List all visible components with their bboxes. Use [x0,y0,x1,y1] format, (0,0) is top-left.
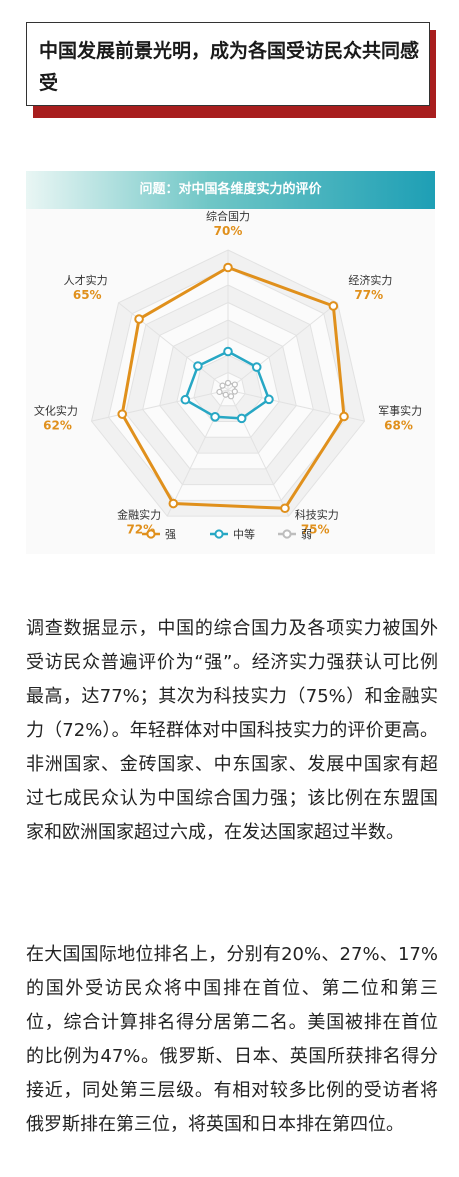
radar-spoke [227,389,290,517]
radar-point [328,301,339,311]
radar-point [168,498,179,509]
radar-spoke [91,389,229,422]
radar-point [224,379,232,387]
radar-axis-label: 军事实力 [378,403,422,417]
radar-point [227,393,235,400]
radar-axis-label: 科技实力 [295,508,339,522]
radar-axis-label: 人才实力 [64,273,108,287]
radar-point [251,362,262,372]
radar-series-line [120,266,346,510]
radar-spoke [166,389,229,517]
legend-swatch-marker [146,529,156,539]
radar-point [222,391,229,398]
radar-data-label: 75% [301,523,330,537]
body-paragraph-1: 调查数据显示，中国的综合国力及各项实力被国外受访民众普遍评价为“强”。经济实力强… [26,618,438,843]
radar-point [339,411,349,422]
radar-point [180,394,191,405]
radar-axis-label: 综合国力 [206,209,250,223]
radar-point [210,412,220,422]
radar-point [223,262,233,273]
legend-swatch-marker [214,529,224,539]
radar-spoke [227,302,338,391]
radar-point [231,381,238,388]
radar-series-line [184,350,271,420]
legend-label: 中等 [233,527,255,541]
radar-data-label: 62% [43,418,72,432]
radar-point [134,314,144,324]
radar-point [117,409,128,419]
page-title: 中国发展前景光明，成为各国受访民众共同感受 [39,40,420,94]
radar-point [280,503,290,514]
radar-point [216,388,223,396]
radar-axis-label: 文化实力 [34,403,78,417]
chart-title-banner: 问题：对中国各维度实力的评价 [26,171,435,209]
radar-data-label: 68% [384,418,413,432]
title-box: 中国发展前景光明，成为各国受访民众共同感受 [26,22,430,106]
legend-label: 强 [165,528,176,541]
legend-swatch-marker [282,529,292,539]
radar-point [264,394,274,405]
radar-axis-label: 经济实力 [348,273,392,287]
radar-chart: 综合国力70%经济实力77%军事实力68%科技实力75%金融实力72%文化实力6… [34,209,422,541]
chart-title: 问题：对中国各维度实力的评价 [139,182,322,197]
radar-data-label: 77% [354,288,383,302]
radar-point [231,388,238,395]
radar-axis-label: 金融实力 [117,508,161,522]
radar-point [219,382,226,389]
radar-data-label: 70% [214,224,243,238]
radar-point [193,361,203,371]
body-paragraph-2: 在大国国际地位排名上，分别有20%、27%、17%的国外受访民众将中国排在首位、… [26,944,438,1135]
radar-data-label: 65% [73,288,102,302]
legend-label: 弱 [301,528,312,541]
radar-point [223,346,233,357]
radar-point [236,413,247,424]
